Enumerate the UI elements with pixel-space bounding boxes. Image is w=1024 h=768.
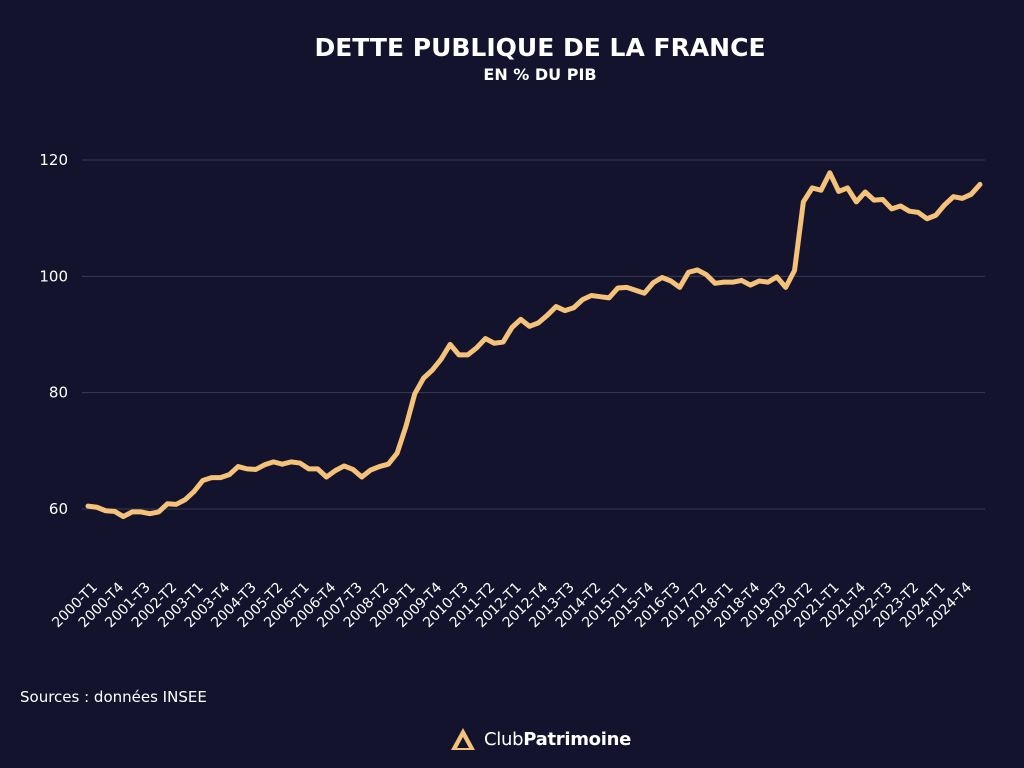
x-axis-ticks: 2000-T12000-T42001-T32002-T22003-T12003-… bbox=[49, 579, 975, 631]
y-tick-label: 120 bbox=[39, 151, 68, 169]
logo: ClubPatrimoine bbox=[450, 726, 631, 752]
source-note: Sources : données INSEE bbox=[20, 688, 207, 706]
logo-text: ClubPatrimoine bbox=[484, 729, 631, 750]
y-tick-label: 80 bbox=[49, 384, 68, 402]
y-tick-label: 100 bbox=[39, 267, 68, 285]
chart-title: DETTE PUBLIQUE DE LA FRANCE bbox=[314, 33, 765, 62]
logo-text-light: Club bbox=[484, 728, 524, 750]
y-tick-label: 60 bbox=[49, 500, 68, 518]
series-line bbox=[85, 170, 983, 520]
grid-lines bbox=[82, 159, 985, 510]
chart-subtitle: EN % DU PIB bbox=[483, 65, 596, 84]
triangle-logo-icon bbox=[451, 728, 475, 750]
y-axis-ticks: 60 80 100 120 bbox=[39, 151, 68, 518]
logo-text-bold: Patrimoine bbox=[523, 728, 632, 750]
